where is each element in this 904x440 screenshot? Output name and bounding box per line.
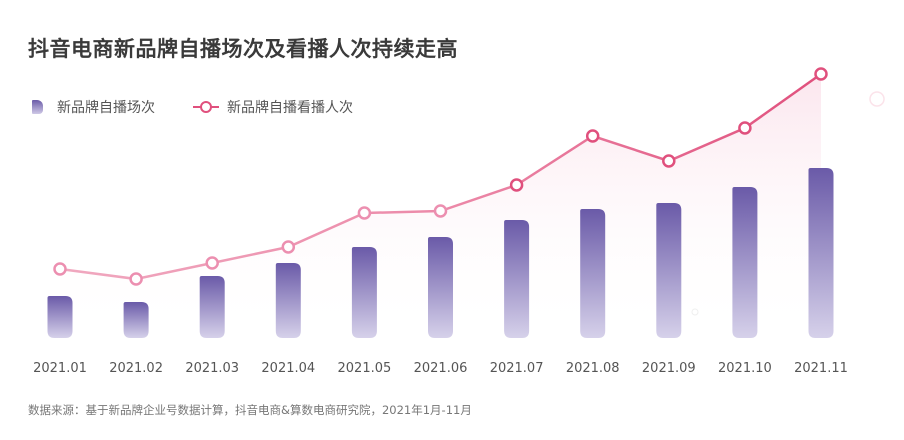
source-note: 数据来源：基于新品牌企业号数据计算，抖音电商&算数电商研究院，2021年1月-1…	[28, 403, 472, 417]
x-tick-label: 2021.11	[794, 361, 848, 376]
bar-2021.10	[732, 187, 758, 338]
line-point-2021.10	[738, 121, 752, 135]
x-tick-label: 2021.07	[490, 361, 544, 376]
legend-line-label: 新品牌自播看播人次	[227, 100, 353, 116]
line-point-2021.06	[433, 204, 448, 218]
line-point-2021.09	[662, 154, 676, 168]
line-point-2021.05	[357, 206, 372, 220]
decor-circle	[869, 91, 885, 107]
bar-2021.07	[504, 220, 530, 338]
line-point-2021.02	[129, 272, 143, 286]
line-point-2021.04	[281, 240, 296, 254]
x-tick-label: 2021.03	[185, 361, 239, 376]
bar-2021.01	[47, 296, 73, 338]
x-tick-label: 2021.01	[33, 361, 87, 376]
x-tick-label: 2021.02	[109, 361, 163, 376]
bar-2021.06	[428, 237, 453, 338]
line-point-2021.01	[53, 262, 67, 276]
x-tick-label: 2021.10	[718, 361, 772, 376]
bar-2021.09	[656, 203, 682, 338]
line-area	[60, 74, 821, 338]
bar-2021.03	[199, 276, 225, 338]
x-tick-label: 2021.09	[642, 361, 696, 376]
bar-2021.08	[580, 209, 606, 338]
line-point-2021.07	[509, 178, 524, 192]
bar-2021.05	[351, 247, 377, 338]
x-tick-label: 2021.08	[566, 361, 620, 376]
x-tick-label: 2021.05	[338, 361, 392, 376]
x-tick-label: 2021.04	[261, 361, 315, 376]
chart-plot: 2021.01 2021.02 2021.03 2021.04 2021.05 2021.…	[33, 67, 885, 376]
bar-2021.02	[123, 302, 149, 338]
bar-2021.11	[808, 168, 834, 338]
bar-2021.04	[275, 263, 301, 338]
x-tick-label: 2021.06	[414, 361, 468, 376]
legend-bar-label: 新品牌自播场次	[57, 100, 155, 116]
legend-line-swatch	[193, 101, 219, 113]
line-point-2021.03	[205, 256, 219, 270]
legend-bar-swatch	[32, 100, 43, 114]
legend: 新品牌自播场次 新品牌自播看播人次	[32, 97, 353, 117]
line-point-2021.08	[585, 129, 600, 143]
chart-title: 抖音电商新品牌自播场次及看播人次持续走高	[28, 37, 458, 61]
line-point-2021.11	[814, 67, 828, 81]
